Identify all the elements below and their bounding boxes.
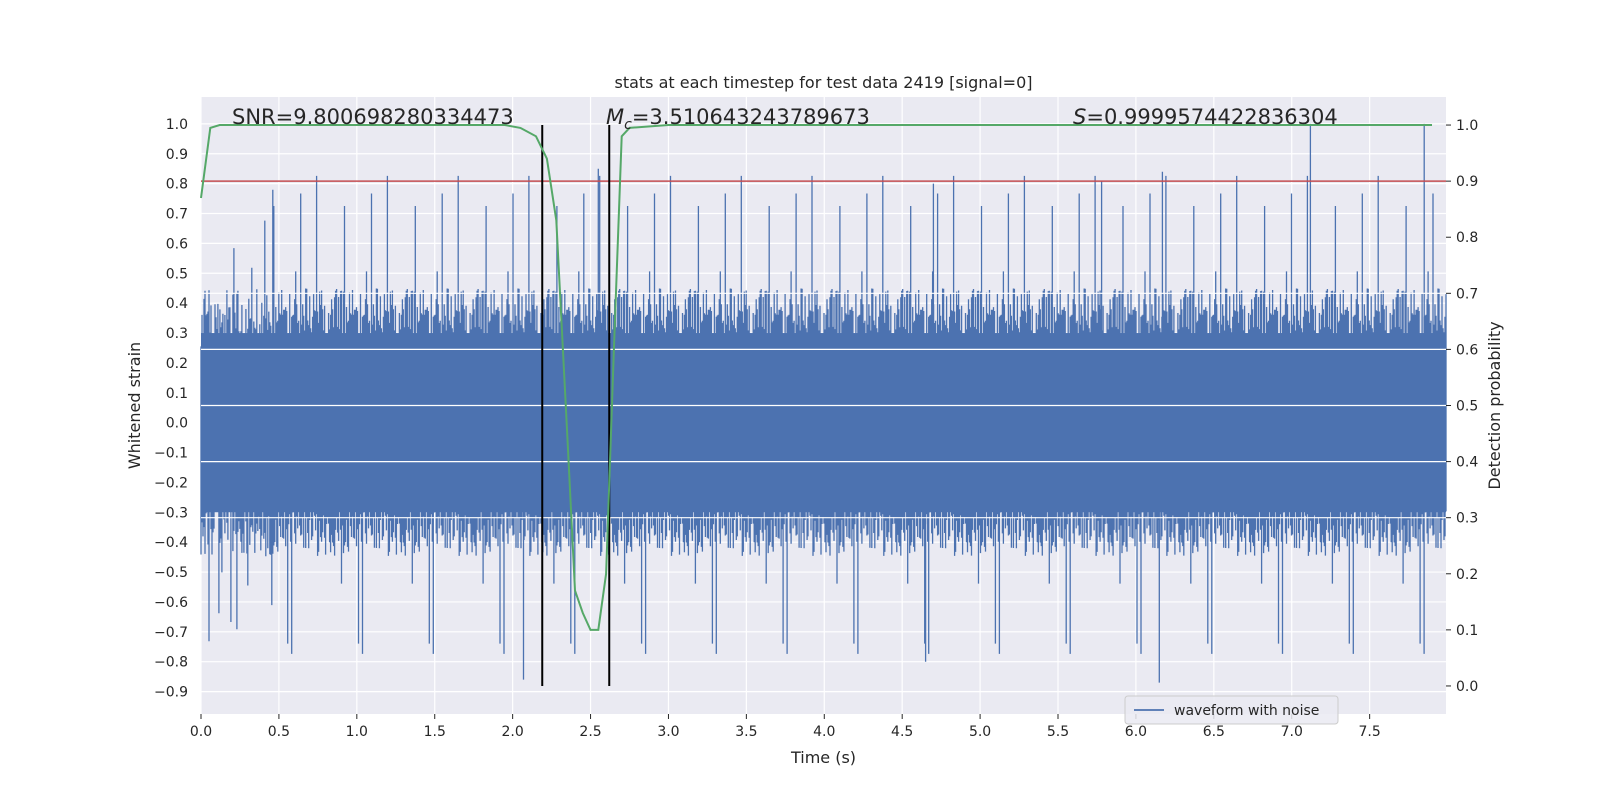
x-tick-label: 5.0 (969, 724, 991, 740)
y-tick-label: 0.1 (166, 386, 188, 402)
y-tick-label: −0.5 (154, 565, 188, 581)
s-symbol: S (1073, 105, 1086, 129)
y2-tick-label: 0.8 (1456, 230, 1478, 246)
y-tick-label: 0.7 (166, 207, 188, 223)
x-tick-label: 0.0 (190, 724, 212, 740)
y-tick-label: 0.2 (166, 356, 188, 372)
waveform-series (200, 123, 1447, 683)
x-tick-label: 0.5 (268, 724, 290, 740)
x-tick-label: 4.0 (813, 724, 835, 740)
y-tick-label: −0.4 (154, 535, 188, 551)
y2-tick-label: 0.7 (1456, 286, 1478, 302)
x-tick-label: 6.0 (1125, 724, 1147, 740)
y2-tick-label: 0.1 (1456, 623, 1478, 639)
y2-tick-label: 0.2 (1456, 567, 1478, 583)
y-tick-label: 0.5 (166, 266, 188, 282)
mc-subscript: c (624, 117, 632, 133)
y-tick-label: −0.8 (154, 655, 188, 671)
y2-tick-label: 0.6 (1456, 342, 1478, 358)
y-tick-label: −0.7 (154, 625, 188, 641)
mc-symbol: M (606, 105, 624, 129)
waveform-core (201, 333, 1446, 513)
x-tick-label: 1.5 (424, 724, 446, 740)
mc-value: =3.510643243789673 (632, 105, 870, 129)
x-tick-label: 3.5 (735, 724, 757, 740)
y2-tick-label: 0.4 (1456, 455, 1478, 471)
y2-tick-label: 0.5 (1456, 399, 1478, 415)
overlay-lines (200, 124, 1446, 686)
y2-tick-label: 1.0 (1456, 118, 1478, 134)
x-tick-label: 5.5 (1047, 724, 1069, 740)
x-tick-label: 2.0 (502, 724, 524, 740)
y-tick-label: −0.6 (154, 595, 188, 611)
x-tick-label: 2.5 (579, 724, 601, 740)
legend-label: waveform with noise (1174, 703, 1319, 719)
y-tick-label: −0.2 (154, 475, 188, 491)
y2-axis-label: Detection probability (1485, 321, 1504, 489)
y-tick-label: −0.3 (154, 505, 188, 521)
s-annotation: S=0.9999574422836304 (1073, 105, 1338, 129)
y2-tick-label: 0.0 (1456, 679, 1478, 695)
x-axis-label: Time (s) (790, 748, 856, 767)
x-tick-label: 7.0 (1281, 724, 1303, 740)
y-tick-label: 0.9 (166, 147, 188, 163)
y-tick-label: 0.3 (166, 326, 188, 342)
x-tick-label: 4.5 (891, 724, 913, 740)
chart-title: stats at each timestep for test data 241… (614, 73, 1032, 92)
y2-tick-label: 0.9 (1456, 174, 1478, 190)
y-axis-label: Whitened strain (125, 342, 144, 469)
s-value: =0.9999574422836304 (1086, 105, 1337, 129)
y-tick-label: 0.0 (166, 416, 188, 432)
snr-annotation: SNR=9.800698280334473 (232, 105, 514, 129)
x-tick-label: 1.0 (346, 724, 368, 740)
y-tick-label: 0.6 (166, 236, 188, 252)
y-tick-label: 0.8 (166, 177, 188, 193)
y2-tick-label: 0.3 (1456, 511, 1478, 527)
x-tick-label: 3.0 (657, 724, 679, 740)
y-tick-label: −0.9 (154, 685, 188, 701)
probability-line (200, 124, 1432, 631)
axis-ticks: 0.0 0.5 1.0 1.5 2.0 2.5 3.0 3.5 4.0 4.5 5.0 5.5 6.0 6… (154, 117, 1478, 740)
y-tick-label: 0.4 (166, 296, 188, 312)
legend-box (1124, 695, 1339, 725)
chirp-mass-annotation: Mc=3.510643243789673 (606, 105, 870, 133)
x-tick-label: 7.5 (1359, 724, 1381, 740)
y-tick-label: 1.0 (166, 117, 188, 133)
legend: waveform with noise (1124, 695, 1339, 725)
x-tick-label: 6.5 (1203, 724, 1225, 740)
y-tick-label: −0.1 (154, 446, 188, 462)
